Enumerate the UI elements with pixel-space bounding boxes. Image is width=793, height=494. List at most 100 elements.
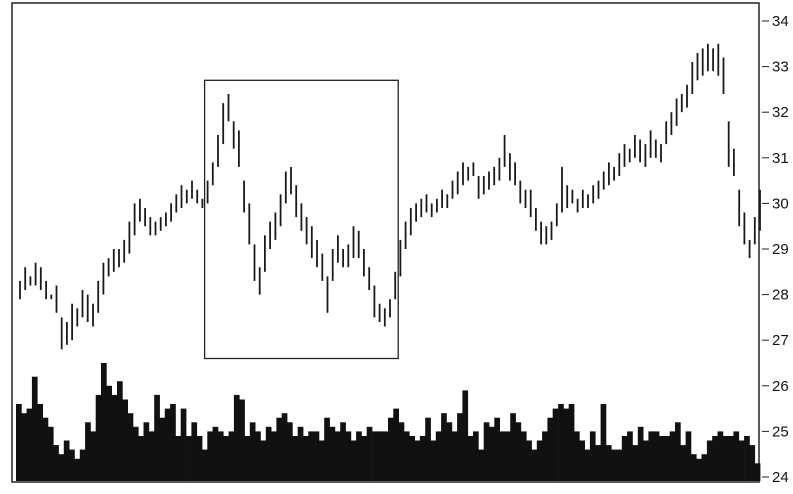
volume-bar: [313, 431, 320, 481]
volume-bar: [462, 390, 469, 481]
volume-bar: [414, 440, 421, 481]
volume-bar: [722, 436, 729, 481]
volume-bar: [733, 431, 740, 481]
volume-bar: [664, 436, 670, 481]
volume-bar: [478, 449, 484, 481]
volume-bar: [244, 436, 251, 481]
volume-bar: [26, 408, 33, 481]
volume-bar: [58, 454, 65, 481]
volume-bar: [292, 436, 298, 481]
plot-frame: [11, 2, 760, 483]
volume-bar: [372, 431, 378, 481]
volume-bar: [419, 436, 426, 481]
volume-bar: [637, 426, 644, 481]
volume-bar: [403, 431, 410, 481]
y-tick-label: 24: [772, 469, 789, 486]
volume-bar: [451, 431, 458, 481]
volume-bar: [489, 426, 495, 481]
volume-bar: [69, 449, 75, 481]
volume-bar: [504, 431, 511, 481]
volume-bar: [212, 426, 219, 481]
volume-bar: [701, 454, 708, 481]
volume-bar: [255, 431, 261, 481]
y-tick-label: 29: [772, 241, 789, 258]
volume-bar: [600, 404, 607, 481]
volume-bar: [228, 431, 235, 481]
volume-bar: [180, 408, 187, 481]
volume-bar: [334, 431, 341, 481]
y-tick-label: 25: [772, 423, 789, 440]
volume-bar: [483, 422, 490, 481]
volume-bar: [170, 404, 176, 481]
volume-bar: [260, 440, 267, 481]
volume-bar: [90, 431, 97, 481]
volume-bar: [473, 431, 479, 481]
volume-bar: [223, 436, 229, 481]
volume-bar: [122, 399, 128, 481]
volume-bar: [159, 417, 166, 481]
volume-bar: [738, 440, 745, 481]
volume-bar: [95, 394, 102, 481]
volume-bar: [515, 422, 522, 481]
volume-bar: [542, 431, 548, 481]
volume-bar: [605, 445, 612, 481]
volume-bar: [143, 422, 150, 481]
volume-bar: [499, 431, 506, 481]
y-tick-label: 30: [772, 195, 789, 212]
volume-bar: [690, 454, 697, 481]
volume-bar: [207, 431, 213, 481]
y-tick-label: 28: [772, 287, 789, 304]
volume-bar: [536, 440, 543, 481]
volume-bar: [669, 431, 676, 481]
volume-bar: [281, 413, 288, 481]
volume-bar: [350, 440, 357, 481]
volume-bar: [101, 363, 107, 481]
volume-bar: [579, 440, 585, 481]
volume-bar: [377, 431, 384, 481]
volume-bar: [276, 417, 283, 481]
volume-bar: [164, 408, 171, 481]
price-bars: [19, 43, 761, 350]
volume-bar: [111, 394, 118, 481]
volume-bar: [706, 440, 713, 481]
volume-bar: [457, 413, 463, 481]
volume-bar: [329, 426, 336, 481]
volume-bar: [409, 436, 415, 481]
volume-bar: [265, 426, 272, 481]
volume-bar: [271, 431, 277, 481]
volume-bar: [696, 458, 702, 481]
y-axis: 34 33 32 31 30 29 28 27 26 25 24: [762, 13, 789, 486]
volume-bar: [79, 449, 86, 481]
volume-bar: [441, 413, 447, 481]
volume-bar: [568, 404, 575, 481]
volume-bar: [712, 436, 718, 481]
volume-bar: [627, 431, 633, 481]
volume-bar: [425, 417, 431, 481]
volume-bar: [717, 431, 724, 481]
volume-bar: [552, 408, 559, 481]
volume-bar: [675, 422, 681, 481]
volume-bar: [366, 426, 373, 481]
volume-bar: [47, 426, 54, 481]
volume-bar: [361, 436, 368, 481]
volume-bar: [611, 449, 617, 481]
volume-bar: [584, 449, 591, 481]
volume-bar: [621, 436, 628, 481]
volume-bar: [520, 431, 527, 481]
highlight-box: [203, 79, 399, 360]
volume-bar: [616, 449, 623, 481]
volume-bar: [754, 463, 761, 481]
volume-bar: [85, 422, 91, 481]
volume-bar: [446, 422, 453, 481]
y-tick-label: 31: [772, 150, 789, 167]
volume-bar: [318, 440, 325, 481]
volume-bar: [356, 431, 362, 481]
volume-bar: [202, 449, 208, 481]
volume-bar: [63, 440, 70, 481]
volume-bar: [574, 431, 580, 481]
volume-bar: [398, 422, 405, 481]
volume-bar: [106, 385, 112, 481]
y-tick-label: 26: [772, 378, 789, 395]
